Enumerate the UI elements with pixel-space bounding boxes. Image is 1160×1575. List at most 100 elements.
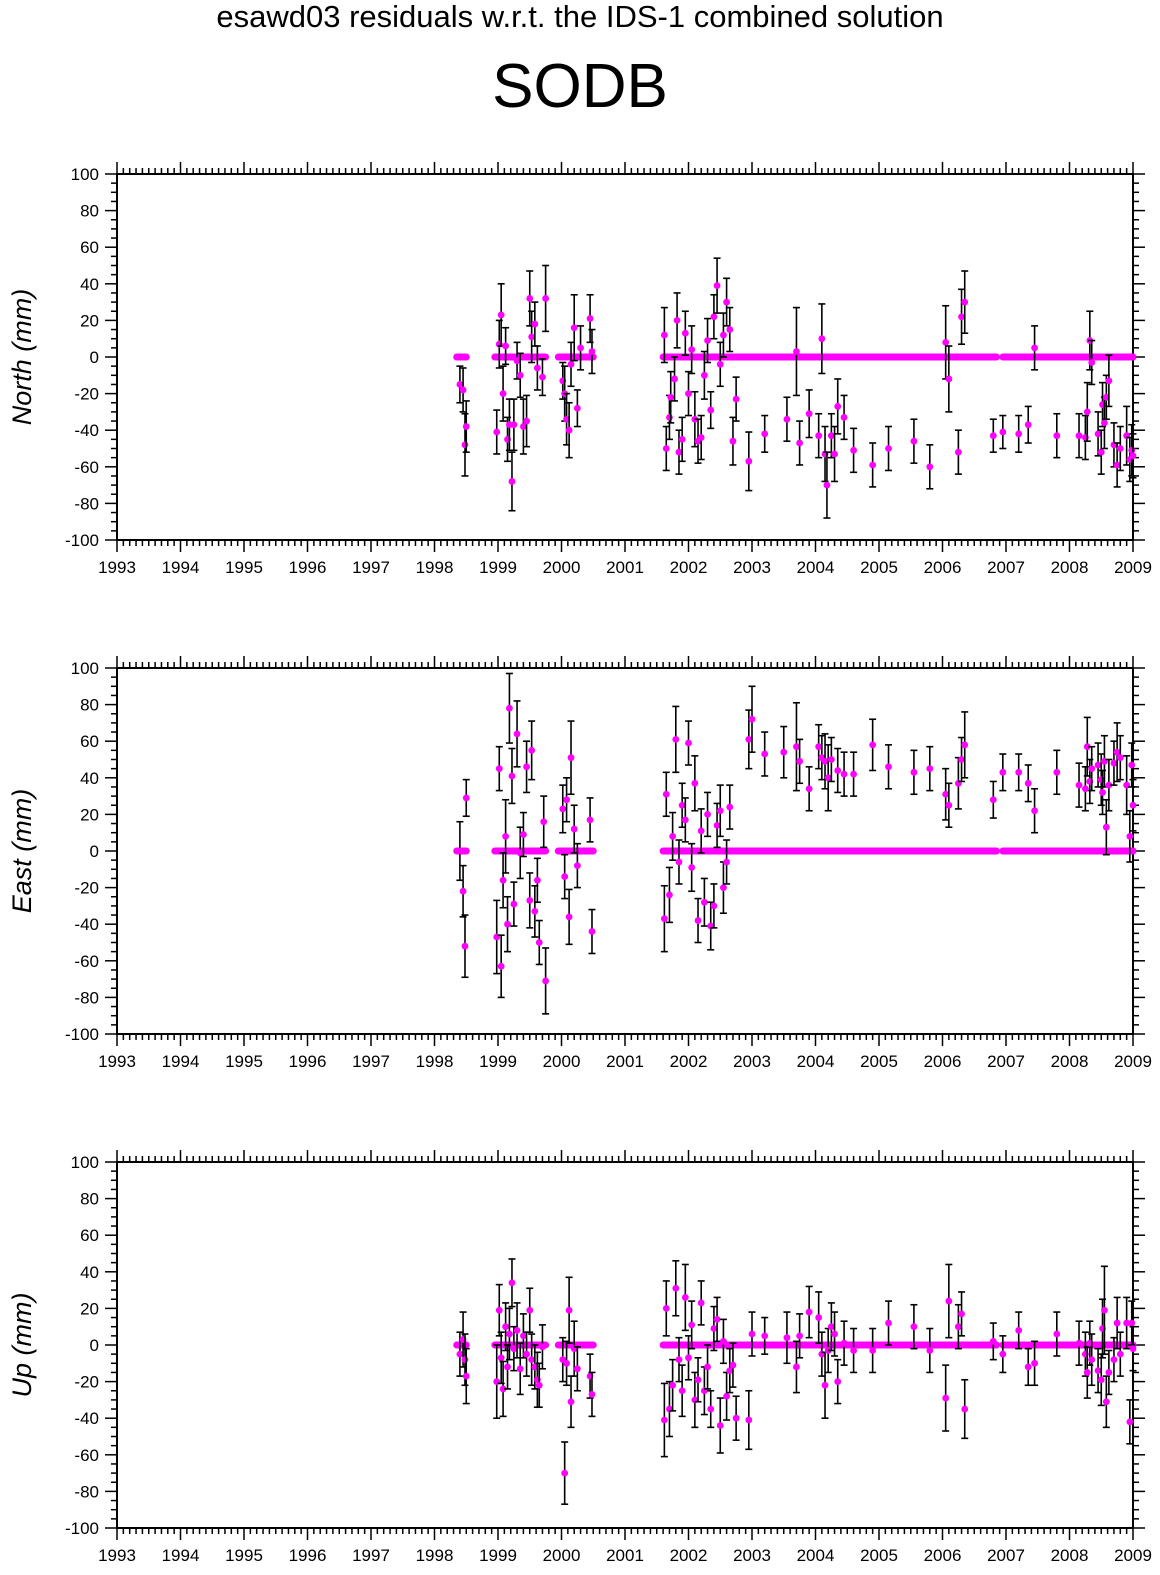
data-point xyxy=(720,1337,727,1345)
data-point xyxy=(926,463,934,471)
y-axis-title: Up (mm) xyxy=(7,1293,37,1398)
data-point xyxy=(565,913,573,921)
data-point xyxy=(697,827,705,835)
data-point xyxy=(796,439,804,447)
x-tick-label: 1996 xyxy=(289,558,327,577)
data-point xyxy=(821,757,829,765)
data-point xyxy=(523,417,530,425)
x-tick-label: 1997 xyxy=(352,558,390,577)
data-point xyxy=(570,825,578,833)
data-point xyxy=(662,445,670,452)
data-point xyxy=(681,1294,689,1301)
data-point xyxy=(831,1330,838,1338)
y-tick-label: 20 xyxy=(80,1299,99,1318)
data-point xyxy=(588,348,596,355)
data-point xyxy=(573,404,581,412)
data-point xyxy=(1083,743,1091,751)
data-point xyxy=(526,1306,534,1314)
x-tick-label: 2001 xyxy=(606,1052,644,1071)
data-point xyxy=(761,1332,769,1340)
data-point xyxy=(961,1405,969,1413)
data-point xyxy=(732,395,740,403)
data-point xyxy=(720,884,727,891)
data-point xyxy=(1113,1319,1121,1327)
data-point xyxy=(1102,823,1110,831)
data-point xyxy=(675,858,683,866)
data-point xyxy=(1101,1306,1108,1314)
data-point xyxy=(726,803,734,811)
data-point xyxy=(942,338,950,346)
data-point xyxy=(1116,754,1124,762)
y-tick-label: -100 xyxy=(65,1519,99,1538)
data-point xyxy=(461,942,469,950)
data-point xyxy=(675,1356,683,1364)
data-point xyxy=(502,1323,510,1331)
data-point xyxy=(681,816,689,824)
data-point xyxy=(821,1381,829,1389)
data-point xyxy=(910,1323,918,1331)
data-point xyxy=(499,1385,507,1393)
data-point xyxy=(716,360,724,368)
y-axis-title: North (mm) xyxy=(7,289,37,426)
data-point xyxy=(520,831,527,838)
x-tick-label: 1994 xyxy=(162,1546,200,1565)
data-point xyxy=(565,1306,573,1314)
data-point xyxy=(685,390,692,397)
x-tick-label: 2000 xyxy=(543,1052,581,1071)
data-point xyxy=(1116,1350,1124,1358)
x-tick-label: 2003 xyxy=(733,1052,771,1071)
data-point xyxy=(1097,1376,1105,1384)
data-point xyxy=(588,1391,596,1398)
chart-up: 1993 1994 1995 1996 1997 1998 1999 2000 2001 2002… xyxy=(7,1150,1152,1565)
data-point xyxy=(827,1323,835,1331)
data-point xyxy=(506,1330,513,1338)
x-tick-label: 2007 xyxy=(987,1052,1025,1071)
data-point xyxy=(1081,785,1089,793)
data-point xyxy=(726,1367,734,1375)
x-tick-label: 2008 xyxy=(1051,1052,1089,1071)
data-point xyxy=(1116,445,1124,452)
y-axis-title: East (mm) xyxy=(7,789,37,914)
data-point xyxy=(716,807,724,815)
data-point xyxy=(660,1416,668,1424)
y-tick-label: -80 xyxy=(74,1482,99,1501)
data-point xyxy=(999,768,1007,776)
data-point xyxy=(732,1414,740,1422)
data-point xyxy=(516,371,524,379)
data-point xyxy=(495,1306,503,1314)
x-tick-label: 2008 xyxy=(1051,558,1089,577)
data-point xyxy=(1031,344,1038,352)
data-point xyxy=(840,1339,848,1347)
y-tick-label: 80 xyxy=(80,202,99,221)
data-point xyxy=(783,415,791,423)
x-tick-label: 1998 xyxy=(416,1052,454,1071)
data-point xyxy=(745,1416,753,1424)
data-point xyxy=(716,1422,724,1429)
data-point xyxy=(1083,1369,1091,1376)
data-point xyxy=(818,335,826,343)
y-tick-label: -40 xyxy=(74,1409,99,1428)
data-point xyxy=(723,858,730,866)
data-point xyxy=(671,375,678,383)
y-tick-label: 100 xyxy=(71,659,99,678)
data-point xyxy=(1128,1319,1136,1327)
x-tick-label: 2003 xyxy=(733,1546,771,1565)
data-point xyxy=(926,1347,934,1354)
data-point xyxy=(495,765,503,773)
data-point xyxy=(456,381,464,388)
y-tick-label: 20 xyxy=(80,311,99,330)
data-point xyxy=(526,295,534,302)
data-point xyxy=(1105,1369,1113,1376)
data-point xyxy=(1129,452,1137,460)
y-tick-label: -100 xyxy=(65,531,99,550)
data-point xyxy=(840,770,848,778)
y-tick-label: 0 xyxy=(90,842,99,861)
y-tick-label: -60 xyxy=(74,952,99,971)
data-point xyxy=(945,1297,953,1305)
data-point xyxy=(688,864,696,871)
x-tick-label: 1998 xyxy=(416,1546,454,1565)
data-point xyxy=(1083,408,1091,416)
data-point xyxy=(561,1469,569,1477)
x-tick-label: 2001 xyxy=(606,1546,644,1565)
data-point xyxy=(827,432,835,440)
